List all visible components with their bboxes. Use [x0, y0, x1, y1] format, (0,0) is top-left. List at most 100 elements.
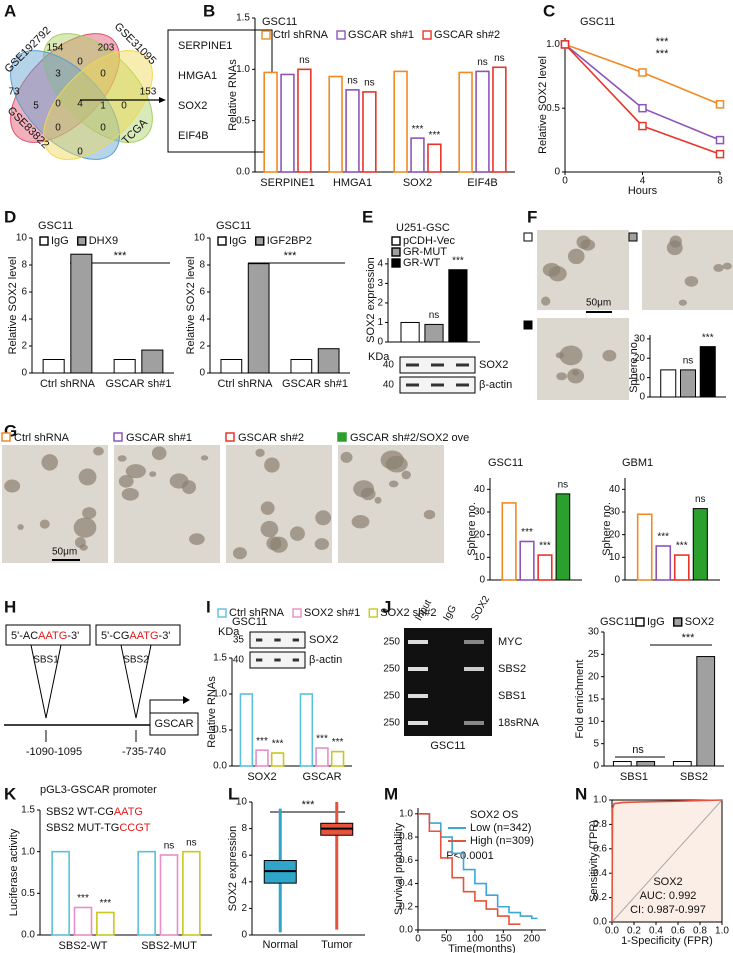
point [638, 103, 647, 113]
y-tick-label: 20 [634, 353, 646, 364]
venn-count: 3 [55, 69, 61, 80]
bar [290, 359, 313, 374]
bar [410, 137, 425, 173]
y-tick-label: 0.5 [213, 725, 227, 736]
panel-letter: B [203, 1, 215, 20]
x-tick-label: SBS2-WT [59, 940, 108, 952]
blot-unit: KDa [218, 626, 240, 638]
series-line [418, 813, 521, 925]
seq-motif: CCGT [119, 822, 150, 834]
y-tick-label: 10 [194, 233, 206, 244]
panel-letter: H [4, 597, 16, 616]
bar [636, 761, 656, 767]
legend-label: SOX2 sh#2 [380, 607, 436, 619]
venn-count: 154 [47, 43, 64, 54]
y-tick-label: 4 [199, 314, 205, 325]
annotation: SOX2 [653, 876, 682, 888]
condition-key [628, 232, 638, 242]
y-tick-label: 30 [474, 507, 486, 518]
lane-label: IgG [441, 603, 459, 623]
y-tick-label: 0 [377, 337, 383, 348]
bar [519, 540, 535, 581]
bar [673, 554, 690, 581]
chart-title: GSC11 [580, 16, 615, 28]
annotation: ns [632, 744, 644, 756]
bar [492, 66, 507, 173]
bar [141, 349, 164, 374]
panel-letter: K [4, 784, 17, 803]
x-tick-label: Tumor [321, 939, 353, 951]
sphere [169, 473, 189, 489]
legend-swatch [255, 236, 265, 246]
y-axis-label: SOX2 expression [227, 826, 239, 912]
y-tick-label: 1.5 [213, 653, 227, 664]
gene-box [149, 712, 199, 736]
bar [70, 253, 93, 374]
significance: ns [347, 76, 358, 87]
bar [400, 321, 420, 343]
image-label: GSCAR sh#2 [238, 432, 304, 444]
x-tick-label: SBS1 [620, 771, 648, 783]
x-tick-label: SOX2 [247, 771, 276, 783]
significance: *** [256, 736, 268, 747]
bar [424, 323, 444, 343]
bar [317, 348, 340, 374]
y-tick-label: 0.5 [236, 115, 250, 126]
significance: ns [164, 841, 175, 852]
blot-marker: 35 [233, 635, 245, 646]
y-tick-label: 0.5 [546, 103, 560, 114]
condition-key [1, 432, 11, 442]
y-tick-label: 0 [241, 930, 247, 941]
gene: SERPINE1 [178, 40, 232, 52]
band [456, 363, 469, 367]
venn-count: 73 [8, 87, 20, 98]
site-pointer [30, 644, 62, 719]
sphere [567, 368, 585, 384]
y-tick-label: 0 [199, 368, 205, 379]
condition-key [113, 432, 123, 442]
condition-key [337, 432, 347, 442]
panel-letter: M [384, 784, 398, 803]
legend-label: SOX2 sh#1 [304, 607, 360, 619]
micrograph [114, 445, 220, 563]
site-box [5, 624, 91, 646]
venn-count: 4 [77, 99, 83, 110]
y-tick-label: 6 [241, 850, 247, 861]
gel-marker: 250 [383, 637, 400, 648]
y-tick-label: 1.5 [21, 805, 35, 816]
bar [475, 70, 490, 173]
annotation: *** [284, 250, 298, 262]
blot-label: SOX2 [309, 634, 338, 646]
chart-title: pGL3-GSCAR promoter [40, 784, 157, 796]
sphere [255, 448, 265, 457]
legend-label: pCDH-Vec [403, 235, 455, 247]
x-tick-label: 0.2 [627, 926, 641, 937]
bar [699, 346, 716, 398]
y-tick-label: 8 [199, 260, 205, 271]
venn-count: 0 [77, 57, 83, 68]
sphere [264, 457, 280, 473]
bar [692, 508, 708, 581]
sphere [556, 372, 567, 381]
bar [345, 89, 360, 173]
panel-letter: D [4, 207, 16, 226]
blot-marker: 40 [233, 655, 245, 666]
lane-label: SOX2 [469, 594, 492, 623]
significance: *** [272, 739, 284, 750]
blot-label: SOX2 [479, 359, 508, 371]
bar [96, 911, 115, 936]
x-tick-label: Normal [263, 939, 298, 951]
y-tick-label: 1 [377, 317, 383, 328]
y-tick-label: 1.5 [236, 13, 250, 24]
y-tick-label: 3 [377, 278, 383, 289]
annotation: CI: 0.987-0.997 [630, 904, 706, 916]
bar [73, 906, 93, 936]
bar [612, 761, 632, 767]
x-axis-label: Hours [628, 185, 658, 197]
site-position: -1090-1095 [26, 746, 82, 758]
legend-swatch [368, 608, 378, 618]
series-line [418, 813, 538, 920]
bar [280, 73, 295, 173]
legend-label: GR-WT [403, 257, 441, 269]
venn-count: 203 [98, 43, 115, 54]
